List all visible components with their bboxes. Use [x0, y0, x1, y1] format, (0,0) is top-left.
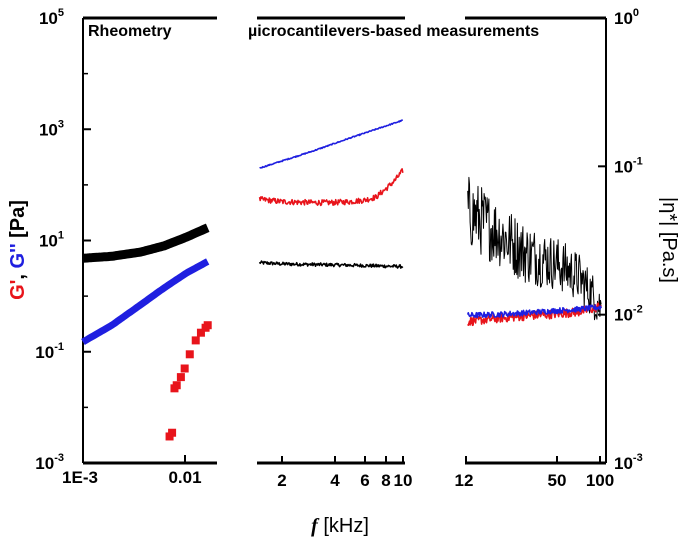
data-series — [80, 119, 602, 441]
right-y-tick-label: 10-2 — [614, 304, 643, 325]
panel-high-frequency: 12 50 100 — [455, 16, 614, 490]
left-y-tick-label: 10-3 — [35, 452, 64, 473]
right-y-tick-label: 10-1 — [614, 155, 643, 176]
x-tick-label: 50 — [548, 471, 567, 490]
loss-modulus-trace — [259, 119, 403, 169]
storage-modulus-point — [196, 328, 205, 337]
x-tick-label: 6 — [360, 471, 369, 490]
left-y-title-part: [Pa] — [7, 200, 29, 243]
right-y-tick-marks — [598, 17, 606, 464]
storage-modulus-point — [191, 336, 200, 345]
left-y-title-part: , — [7, 268, 29, 279]
x-tick-label: 0.01 — [168, 468, 201, 487]
loss-modulus-trace — [81, 258, 210, 345]
panel-microcantilevers: µicrocantilevers-based measurements 2 4 … — [248, 16, 539, 490]
x-tick-label: 4 — [330, 471, 340, 490]
storage-modulus-point — [203, 321, 212, 330]
left-y-title-part: G'' — [7, 243, 29, 268]
x-axis-unit: [kHz] — [318, 515, 369, 537]
viscosity-trace — [467, 176, 602, 321]
storage-modulus-point — [185, 350, 194, 359]
storage-modulus-point — [172, 381, 181, 390]
x-tick-label: 2 — [277, 471, 286, 490]
storage-modulus-point — [168, 428, 177, 437]
left-y-tick-labels: 10-3 10-1 101 103 105 — [35, 7, 64, 473]
panel-rheometry: Rheometry 1E-3 0.01 — [62, 16, 217, 487]
left-y-axis-title: G', G'' [Pa] — [7, 200, 29, 300]
storage-modulus-point — [180, 364, 189, 373]
panel-title-microcantilevers: µicrocantilevers-based measurements — [248, 23, 539, 40]
viscosity-trace — [80, 223, 211, 263]
left-y-tick-label: 101 — [39, 230, 64, 251]
viscosity-trace — [258, 260, 404, 269]
loss-modulus-trace — [466, 304, 602, 319]
left-y-tick-marks — [83, 17, 91, 464]
left-y-tick-label: 105 — [39, 7, 64, 28]
x-axis-title: f [kHz] — [311, 515, 369, 537]
right-y-tick-label: 100 — [614, 7, 639, 28]
x-tick-label: 12 — [455, 471, 474, 490]
x-tick-label: 10 — [394, 471, 413, 490]
right-y-tick-label: 10-3 — [614, 452, 643, 473]
left-y-title-part: G' — [7, 280, 29, 300]
storage-modulus-point — [176, 373, 185, 382]
left-y-tick-label: 103 — [39, 118, 64, 139]
right-y-axis-title: |η*| [Pa.s] — [658, 197, 678, 283]
right-y-tick-labels: 10-3 10-2 10-1 100 — [614, 7, 643, 473]
panel-title-rheometry: Rheometry — [88, 23, 172, 40]
x-axis-symbol: f — [311, 515, 320, 537]
x-tick-label: 1E-3 — [62, 468, 98, 487]
x-tick-label: 100 — [586, 471, 614, 490]
storage-modulus-trace — [258, 168, 404, 207]
x-tick-label: 8 — [381, 471, 390, 490]
left-y-tick-label: 10-1 — [35, 341, 64, 362]
